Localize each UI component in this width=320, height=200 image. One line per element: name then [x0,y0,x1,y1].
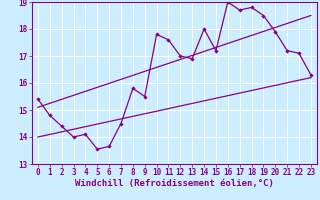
X-axis label: Windchill (Refroidissement éolien,°C): Windchill (Refroidissement éolien,°C) [75,179,274,188]
